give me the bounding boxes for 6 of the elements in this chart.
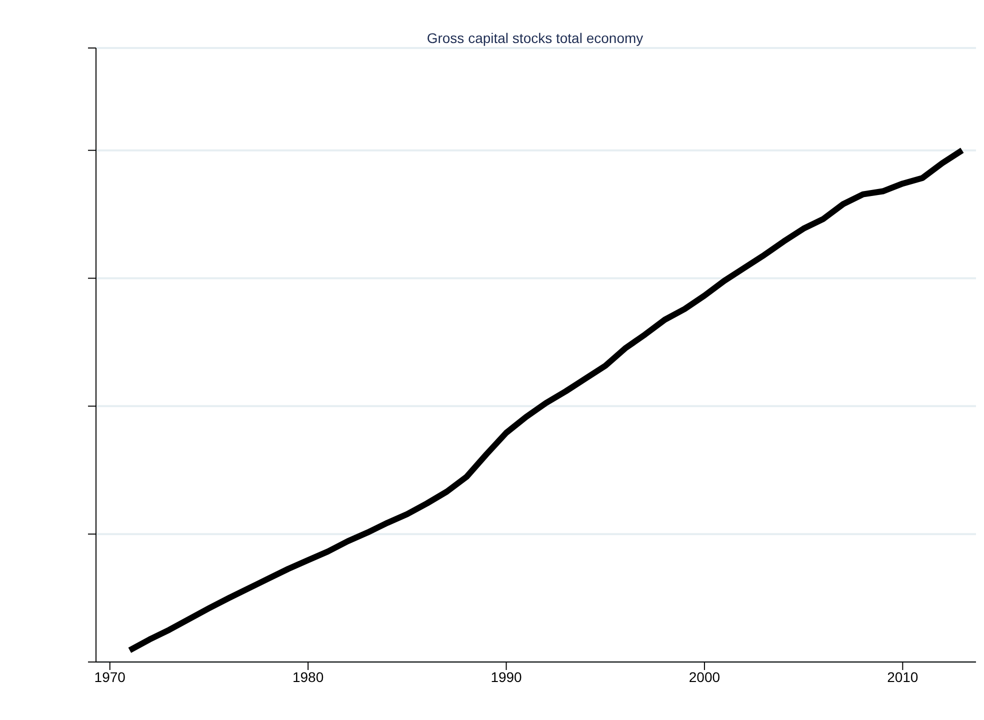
x-tick-label: 1980 bbox=[292, 668, 324, 685]
x-tick-label: 2000 bbox=[688, 668, 720, 685]
x-tick-label: 1970 bbox=[94, 668, 126, 685]
chart-title: Gross capital stocks total economy bbox=[426, 30, 644, 46]
x-tick-label: 1990 bbox=[490, 668, 522, 685]
x-tick-label: 2010 bbox=[887, 668, 918, 685]
